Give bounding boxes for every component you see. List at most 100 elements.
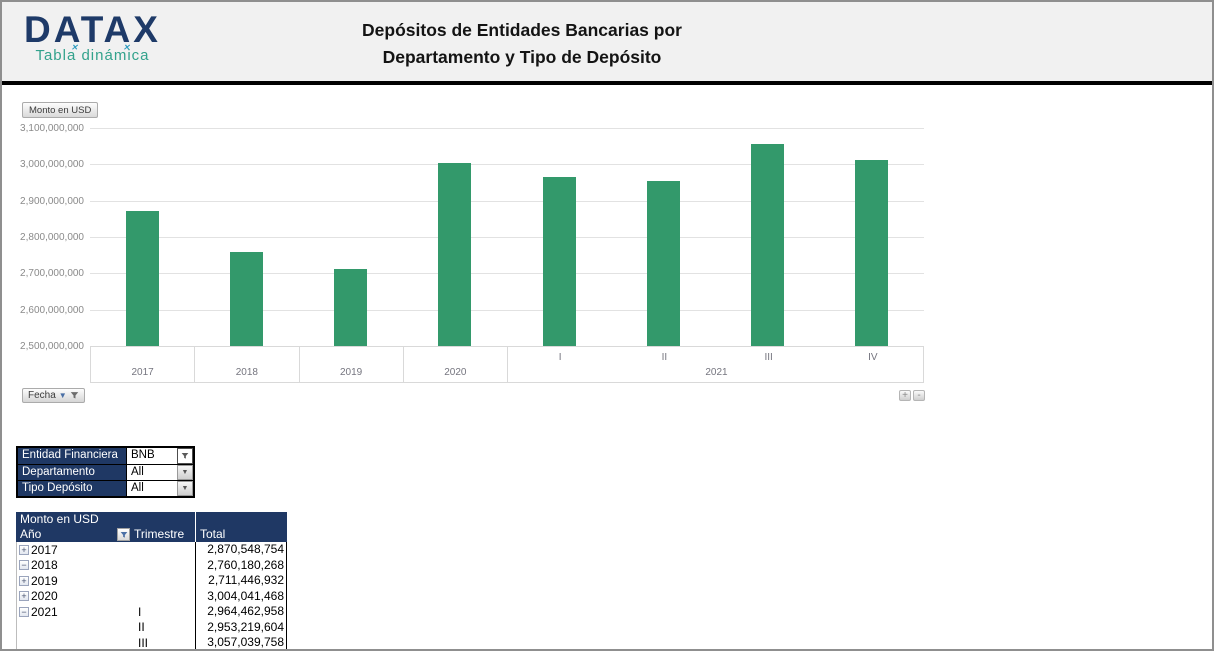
logo-subtitle: Tabla dinámica xyxy=(35,47,150,64)
x-axis-year-label: 2018 xyxy=(235,367,258,378)
pivot-header-total: Total xyxy=(195,527,287,542)
x-axis-year-label: 2021 xyxy=(705,367,728,378)
pivot-quarter-cell: II xyxy=(138,620,145,635)
x-axis-group-2020: 2020 xyxy=(404,347,508,382)
logo: DATAX ✕ ✕ Tabla dinámica xyxy=(24,10,161,65)
year-filter-button[interactable] xyxy=(117,528,130,541)
logo-accent-icon: ✕ xyxy=(123,43,130,52)
filter-funnel-icon xyxy=(181,453,189,459)
pivot-quarter-cell xyxy=(132,558,195,574)
pivot-year-cell xyxy=(16,635,132,649)
y-axis: 3,100,000,000 3,000,000,000 2,900,000,000 2… xyxy=(2,123,84,358)
page-title-line1: Depósitos de Entidades Bancarias por xyxy=(362,20,682,40)
y-axis-tick-label: 2,700,000,000 xyxy=(20,268,84,280)
gridline xyxy=(90,309,924,311)
pivot-header-quarter: Trimestre xyxy=(134,527,185,541)
pivot-year-cell: +2017 xyxy=(16,542,132,558)
pivot-year-label: 2020 xyxy=(31,589,58,604)
table-row: II 2,953,219,604 xyxy=(16,619,287,635)
x-axis-group-2019: 2019 xyxy=(300,347,404,382)
pivot-header-year: Año xyxy=(16,527,132,542)
pivot-total-cell: 2,870,548,754 xyxy=(195,542,287,558)
chart-bar-2018 xyxy=(229,251,263,346)
chart-bar-2021-I xyxy=(542,177,576,346)
pivot-total-cell: 3,057,039,758 xyxy=(195,635,287,649)
pivot-title-row: Monto en USD xyxy=(16,512,287,527)
pivot-total-cell: 2,711,446,932 xyxy=(195,573,287,589)
pivot-header-year-label: Año xyxy=(20,527,42,541)
expand-button[interactable]: + xyxy=(19,544,29,555)
y-axis-tick-label: 2,800,000,000 xyxy=(20,232,84,243)
filter-funnel-icon xyxy=(120,531,127,538)
filter-label: Departamento xyxy=(18,465,126,480)
table-row: −2021 I 2,964,462,958 xyxy=(16,604,287,620)
filter-value: BNB xyxy=(126,448,177,464)
chart-bar-2021-II xyxy=(646,181,680,346)
table-row: −2018 2,760,180,268 xyxy=(16,557,287,574)
chart-zoom-buttons: + - xyxy=(899,390,925,401)
filter-funnel-icon xyxy=(70,392,78,399)
pivot-year-cell xyxy=(16,619,132,635)
x-axis-year-label: 2020 xyxy=(444,367,467,378)
logo-accent-icon: ✕ xyxy=(71,43,78,52)
dropdown-arrow-icon: ▼ xyxy=(181,485,189,492)
x-axis-group-2018: 2018 xyxy=(195,347,300,382)
pivot-quarter-cell xyxy=(132,589,195,605)
expand-field-button[interactable]: + xyxy=(899,390,911,401)
table-row: +2019 2,711,446,932 xyxy=(16,573,287,589)
chevron-down-icon: ▼ xyxy=(58,391,67,400)
filter-dropdown-button[interactable] xyxy=(177,448,193,464)
gridline xyxy=(90,128,924,129)
x-axis-year-label: 2019 xyxy=(340,367,363,378)
x-axis-group-2017: 2017 xyxy=(91,347,196,382)
pivot-quarter-cell: III xyxy=(138,635,149,650)
filter-dropdown-button[interactable]: ▼ xyxy=(177,481,193,496)
filter-value: All xyxy=(126,465,177,480)
pivot-year-label: 2021 xyxy=(31,604,58,619)
table-row: +2020 3,004,041,468 xyxy=(16,588,287,605)
collapse-button[interactable]: − xyxy=(19,606,29,617)
filter-dropdown-button[interactable]: ▼ xyxy=(177,465,193,480)
page-title-line2: Departamento y Tipo de Depósito xyxy=(382,47,662,67)
filter-label: Entidad Financiera xyxy=(18,448,126,464)
filter-row: Departamento All ▼ xyxy=(18,464,193,480)
chart-value-field-button[interactable]: Monto en USD xyxy=(22,102,99,118)
filter-value: All xyxy=(126,481,177,496)
x-axis-quarter-label: II xyxy=(661,352,668,363)
filter-row: Tipo Depósito All ▼ xyxy=(18,480,193,496)
expand-button[interactable]: + xyxy=(19,575,29,586)
pivot-quarter-cell xyxy=(132,573,195,589)
y-axis-tick-label: 2,600,000,000 xyxy=(20,304,84,316)
pivot-year-cell: +2020 xyxy=(16,588,132,604)
expand-button[interactable]: + xyxy=(19,591,29,602)
collapse-field-button[interactable]: - xyxy=(913,390,925,401)
y-axis-tick-label: 2,500,000,000 xyxy=(20,341,84,352)
pivot-total-cell: 2,760,180,268 xyxy=(195,557,287,573)
pivot-year-label: 2019 xyxy=(31,573,58,588)
pivot-quarter-cell: I xyxy=(138,604,142,619)
chart-axis-field-label: Fecha xyxy=(28,390,56,401)
pivot-title: Monto en USD xyxy=(20,512,99,526)
pivot-year-cell: −2021 xyxy=(16,604,132,620)
dropdown-arrow-icon: ▼ xyxy=(181,469,189,476)
chart-bar-2017 xyxy=(125,211,159,346)
table-row: III 3,057,039,758 xyxy=(16,635,287,650)
pivot-quarter-cell xyxy=(132,542,195,558)
chart-bar-2021-III xyxy=(751,143,785,346)
pivot-total-cell: 3,004,041,468 xyxy=(195,588,287,604)
pivot-title-spacer xyxy=(195,512,287,527)
collapse-button[interactable]: − xyxy=(19,560,29,571)
chart-plot-area xyxy=(90,128,924,346)
y-axis-tick-label: 2,900,000,000 xyxy=(20,195,84,207)
pivot-year-label: 2018 xyxy=(31,558,58,573)
chart-bar-2019 xyxy=(334,269,368,346)
gridline xyxy=(90,200,924,202)
pivot-table: Monto en USD Año Trimestre Total +2017 2,… xyxy=(16,512,287,650)
pivot-year-cell: −2018 xyxy=(16,557,132,573)
chart-axis-field-button[interactable]: Fecha ▼ xyxy=(22,388,85,403)
page-title: Depósitos de Entidades Bancarias por Dep… xyxy=(282,17,762,71)
filter-row: Entidad Financiera BNB xyxy=(18,448,193,464)
report-filters: Entidad Financiera BNB Departamento All ▼ Tip… xyxy=(16,446,195,498)
x-axis-year-label: 2017 xyxy=(131,367,154,378)
